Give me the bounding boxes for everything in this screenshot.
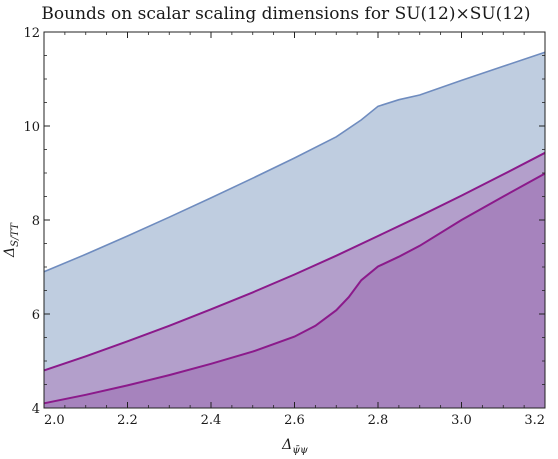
series-3-line bbox=[43, 172, 546, 405]
y-tick-label: 6 bbox=[32, 308, 40, 323]
y-tick-label: 8 bbox=[32, 214, 40, 229]
series-fills bbox=[44, 52, 545, 408]
x-tick-label: 2.2 bbox=[117, 413, 138, 428]
series-2-line bbox=[43, 151, 546, 372]
series-1-line bbox=[43, 51, 546, 273]
y-tick-label: 4 bbox=[32, 402, 40, 417]
x-tick-label: 2.4 bbox=[201, 413, 222, 428]
y-axis: 4 6 8 10 12 bbox=[23, 26, 545, 417]
y-tick-label: 10 bbox=[23, 120, 40, 135]
x-axis: 2.0 2.2 2.4 2.6 2.8 3.0 3.2 bbox=[43, 32, 546, 428]
x-tick-label: 2.0 bbox=[44, 413, 65, 428]
x-axis-label-base: Δ bbox=[281, 437, 292, 453]
chart-title: Bounds on scalar scaling dimensions for … bbox=[41, 4, 530, 24]
x-axis-label-sub: ψ̄ψ bbox=[292, 445, 308, 456]
y-axis-label-sub: S/TT bbox=[10, 222, 21, 247]
x-tick-label: 2.6 bbox=[284, 413, 305, 428]
x-tick-label: 2.8 bbox=[368, 413, 389, 428]
x-axis-label: Δψ̄ψ bbox=[281, 437, 308, 456]
x-tick-label: 3.2 bbox=[524, 413, 545, 428]
y-tick-label: 12 bbox=[23, 26, 40, 41]
x-tick-label: 3.0 bbox=[451, 413, 472, 428]
y-axis-label: ΔS/TT bbox=[2, 222, 21, 258]
y-axis-label-base: Δ bbox=[2, 247, 18, 258]
series-3-area bbox=[44, 173, 545, 408]
series-lines bbox=[43, 51, 546, 405]
